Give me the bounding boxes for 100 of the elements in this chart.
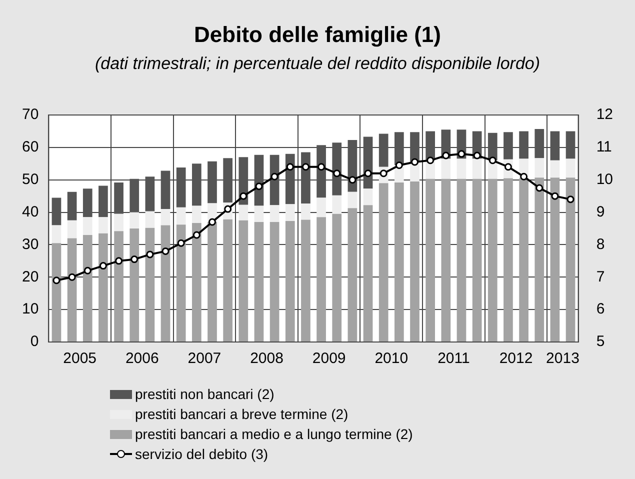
x-tick-label: 2013 [546, 350, 580, 368]
bar [254, 222, 264, 342]
chart-title: Debito delle famiglie (1) [193, 21, 442, 49]
point [270, 172, 278, 180]
chart-subtitle: (dati trimestrali; in percentuale del reddito disponibile lordo) [94, 54, 542, 75]
y-tick-label: 50 [22, 171, 39, 188]
bar [566, 178, 576, 342]
point [84, 266, 92, 274]
bar [285, 154, 295, 204]
y-tick-label: 60 [22, 138, 39, 156]
bar [285, 204, 295, 222]
bar [98, 217, 108, 234]
bar [238, 220, 248, 342]
bar [176, 168, 186, 208]
point [115, 257, 123, 265]
bar [254, 206, 264, 222]
point [488, 156, 496, 164]
bar [426, 131, 436, 160]
bar [67, 220, 77, 238]
point [551, 192, 559, 200]
y2-tick-label: 6 [596, 300, 605, 318]
bar [316, 198, 326, 218]
bar [519, 178, 528, 342]
bar [223, 219, 232, 342]
x-tick-label: 2012 [499, 350, 533, 368]
x-tick-label: 2009 [312, 350, 346, 368]
y2-tick-label: 5 [596, 333, 605, 350]
point [99, 262, 107, 270]
bar [410, 181, 420, 342]
legend-label: prestiti bancari a medio e a lungo termine (2) [135, 425, 413, 444]
bar [472, 178, 482, 342]
bar [566, 131, 576, 159]
bar [52, 243, 62, 342]
point [473, 152, 481, 160]
bar [378, 183, 388, 342]
bar [504, 132, 513, 160]
point [348, 176, 356, 184]
point [255, 182, 263, 190]
bar [410, 132, 420, 162]
bar [488, 132, 498, 160]
bar [98, 233, 108, 342]
bar [208, 222, 217, 342]
bar [550, 160, 560, 178]
bar [316, 217, 326, 342]
bar [130, 228, 140, 342]
legend-label: prestiti bancari a breve termine (2) [135, 405, 348, 424]
bar [441, 178, 451, 342]
bar [176, 207, 186, 225]
bar [332, 195, 342, 214]
bar [160, 170, 170, 210]
bar [52, 198, 62, 226]
bar [145, 228, 155, 342]
point [208, 218, 216, 226]
bar [130, 212, 140, 228]
y2-tick-label: 9 [596, 203, 605, 220]
bar [223, 158, 232, 203]
bar [114, 214, 124, 232]
y-tick-label: 70 [22, 106, 39, 124]
bar [238, 204, 248, 220]
y-tick-label: 40 [22, 203, 39, 220]
legend-label: prestiti non bancari (2) [135, 385, 274, 404]
point [520, 172, 528, 180]
bar [332, 142, 342, 196]
bar [534, 178, 544, 342]
bar [394, 182, 404, 342]
bar [348, 208, 358, 342]
point [68, 273, 76, 281]
bar [114, 231, 124, 342]
bar [378, 134, 388, 167]
x-tick-label: 2007 [188, 350, 222, 368]
bar [270, 205, 280, 222]
bar [208, 161, 217, 204]
bar [98, 186, 108, 218]
y2-tick-label: 11 [596, 138, 612, 156]
point [162, 247, 170, 255]
bar [504, 178, 513, 342]
point [240, 192, 248, 200]
bar [67, 192, 77, 220]
bar [456, 178, 466, 342]
bar [301, 220, 310, 342]
bar [285, 221, 295, 342]
bar [332, 214, 342, 342]
bar [130, 178, 140, 212]
y2-tick-label: 10 [596, 171, 614, 188]
point [426, 156, 434, 164]
bar [426, 178, 436, 342]
bar [534, 158, 544, 178]
point [364, 170, 372, 178]
bar [550, 178, 560, 342]
bar [534, 128, 544, 158]
bar [301, 152, 310, 204]
point [52, 276, 60, 284]
bar [82, 188, 92, 218]
bar [441, 158, 451, 179]
bar [52, 225, 62, 244]
point [442, 152, 450, 160]
bar [82, 217, 92, 235]
point [411, 158, 419, 166]
y2-tick-label: 7 [596, 268, 605, 286]
x-tick-label: 2008 [250, 350, 284, 368]
